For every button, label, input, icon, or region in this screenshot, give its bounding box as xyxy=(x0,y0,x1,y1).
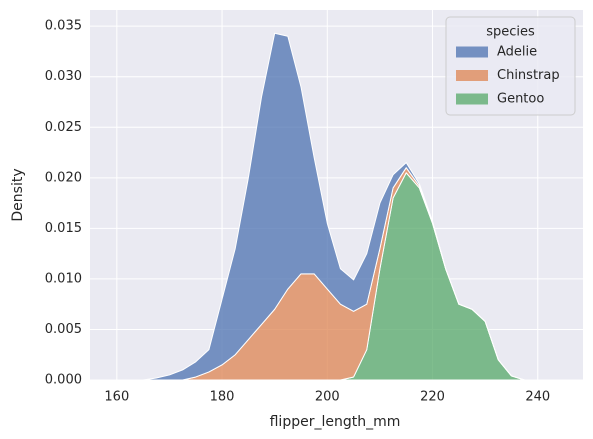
y-tick-label: 0.010 xyxy=(45,271,82,286)
x-tick-label: 160 xyxy=(104,390,129,405)
legend-title: species xyxy=(486,25,535,40)
legend-swatch xyxy=(456,93,488,105)
x-tick-label: 240 xyxy=(525,390,550,405)
x-tick-label: 200 xyxy=(315,390,340,405)
y-tick-label: 0.035 xyxy=(45,19,82,34)
x-tick-label: 180 xyxy=(210,390,235,405)
legend-swatch xyxy=(456,46,488,58)
y-tick-label: 0.030 xyxy=(45,69,82,84)
y-tick-label: 0.020 xyxy=(45,170,82,185)
legend-label: Chinstrap xyxy=(497,68,560,83)
area xyxy=(142,32,539,381)
x-tick-label: 220 xyxy=(420,390,445,405)
legend-label: Adelie xyxy=(497,45,537,60)
y-axis-label: Density xyxy=(10,168,26,221)
legend-label: Gentoo xyxy=(497,92,544,107)
y-tick-label: 0.015 xyxy=(45,221,82,236)
y-tick-label: 0.005 xyxy=(45,322,82,337)
y-tick-label: 0.025 xyxy=(45,120,82,135)
x-axis-label: flipper_length_mm xyxy=(270,414,401,430)
y-tick-label: 0.000 xyxy=(45,373,82,388)
legend-swatch xyxy=(456,70,488,81)
legend-box xyxy=(445,16,576,116)
